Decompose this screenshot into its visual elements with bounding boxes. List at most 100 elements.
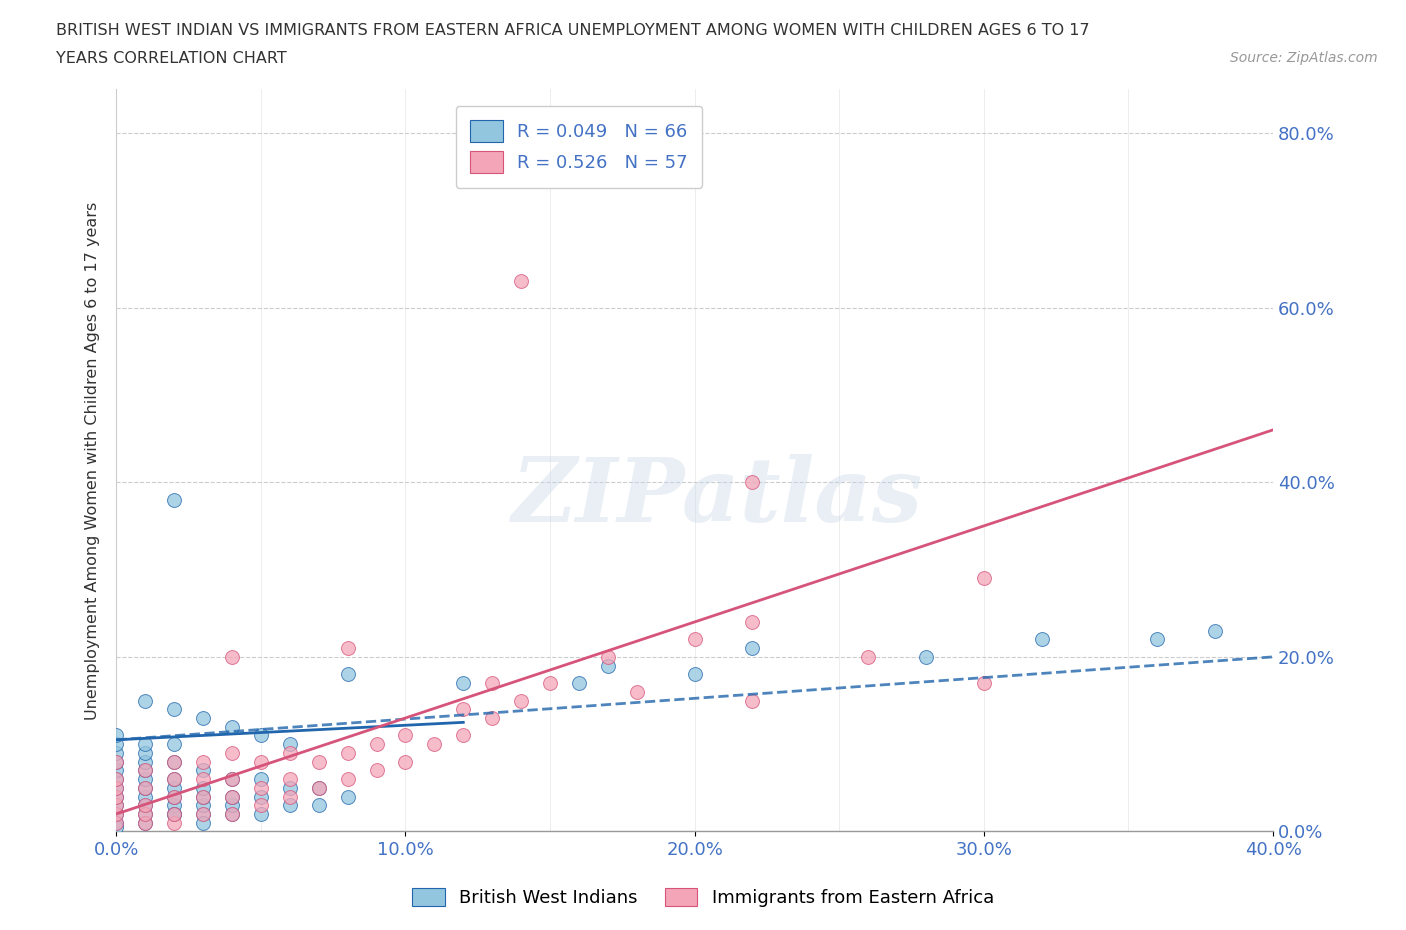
Point [1146,632,1168,647]
Text: YEARS CORRELATION CHART: YEARS CORRELATION CHART [56,51,287,66]
Point [453,675,475,690]
Point [278,746,301,761]
Point [221,806,243,821]
Point [191,711,214,725]
Point [105,780,128,795]
Point [510,274,533,289]
Point [308,798,330,813]
Point [250,790,273,804]
Point [105,798,128,813]
Point [134,763,156,777]
Point [134,816,156,830]
Point [221,746,243,761]
Point [278,780,301,795]
Point [394,728,416,743]
Point [336,667,359,682]
Point [105,728,128,743]
Point [481,711,503,725]
Point [250,772,273,787]
Point [134,754,156,769]
Point [394,754,416,769]
Point [250,806,273,821]
Point [105,754,128,769]
Point [538,675,561,690]
Point [366,763,388,777]
Point [105,790,128,804]
Point [973,675,995,690]
Legend: R = 0.049   N = 66, R = 0.526   N = 57: R = 0.049 N = 66, R = 0.526 N = 57 [456,106,702,188]
Point [596,649,619,664]
Point [163,702,186,717]
Point [221,772,243,787]
Point [481,675,503,690]
Point [163,780,186,795]
Point [134,806,156,821]
Point [336,641,359,656]
Point [250,728,273,743]
Point [221,806,243,821]
Point [105,772,128,787]
Point [973,571,995,586]
Point [278,772,301,787]
Point [105,806,128,821]
Point [105,816,128,830]
Point [308,780,330,795]
Y-axis label: Unemployment Among Women with Children Ages 6 to 17 years: Unemployment Among Women with Children A… [86,201,100,720]
Point [134,693,156,708]
Point [163,737,186,751]
Point [191,780,214,795]
Point [105,763,128,777]
Point [191,790,214,804]
Point [221,790,243,804]
Point [221,772,243,787]
Text: BRITISH WEST INDIAN VS IMMIGRANTS FROM EASTERN AFRICA UNEMPLOYMENT AMONG WOMEN W: BRITISH WEST INDIAN VS IMMIGRANTS FROM E… [56,23,1090,38]
Point [1031,632,1053,647]
Point [134,798,156,813]
Point [191,806,214,821]
Point [191,772,214,787]
Point [105,798,128,813]
Point [423,737,446,751]
Point [105,754,128,769]
Point [278,790,301,804]
Point [510,693,533,708]
Point [221,798,243,813]
Point [105,746,128,761]
Point [741,615,763,630]
Point [134,763,156,777]
Text: ZIPatlas: ZIPatlas [512,454,924,540]
Point [105,772,128,787]
Point [221,649,243,664]
Text: Source: ZipAtlas.com: Source: ZipAtlas.com [1230,51,1378,65]
Point [191,754,214,769]
Point [596,658,619,673]
Point [134,746,156,761]
Point [105,737,128,751]
Point [105,780,128,795]
Point [308,754,330,769]
Point [105,819,128,834]
Point [163,790,186,804]
Point [453,702,475,717]
Point [134,737,156,751]
Point [336,746,359,761]
Point [134,790,156,804]
Point [163,772,186,787]
Point [221,790,243,804]
Point [1204,623,1226,638]
Point [250,798,273,813]
Point [915,649,938,664]
Point [105,816,128,830]
Point [163,806,186,821]
Point [250,780,273,795]
Point [741,641,763,656]
Point [366,737,388,751]
Point [163,790,186,804]
Point [191,790,214,804]
Point [278,798,301,813]
Point [191,816,214,830]
Point [191,763,214,777]
Point [163,754,186,769]
Point [453,728,475,743]
Point [134,780,156,795]
